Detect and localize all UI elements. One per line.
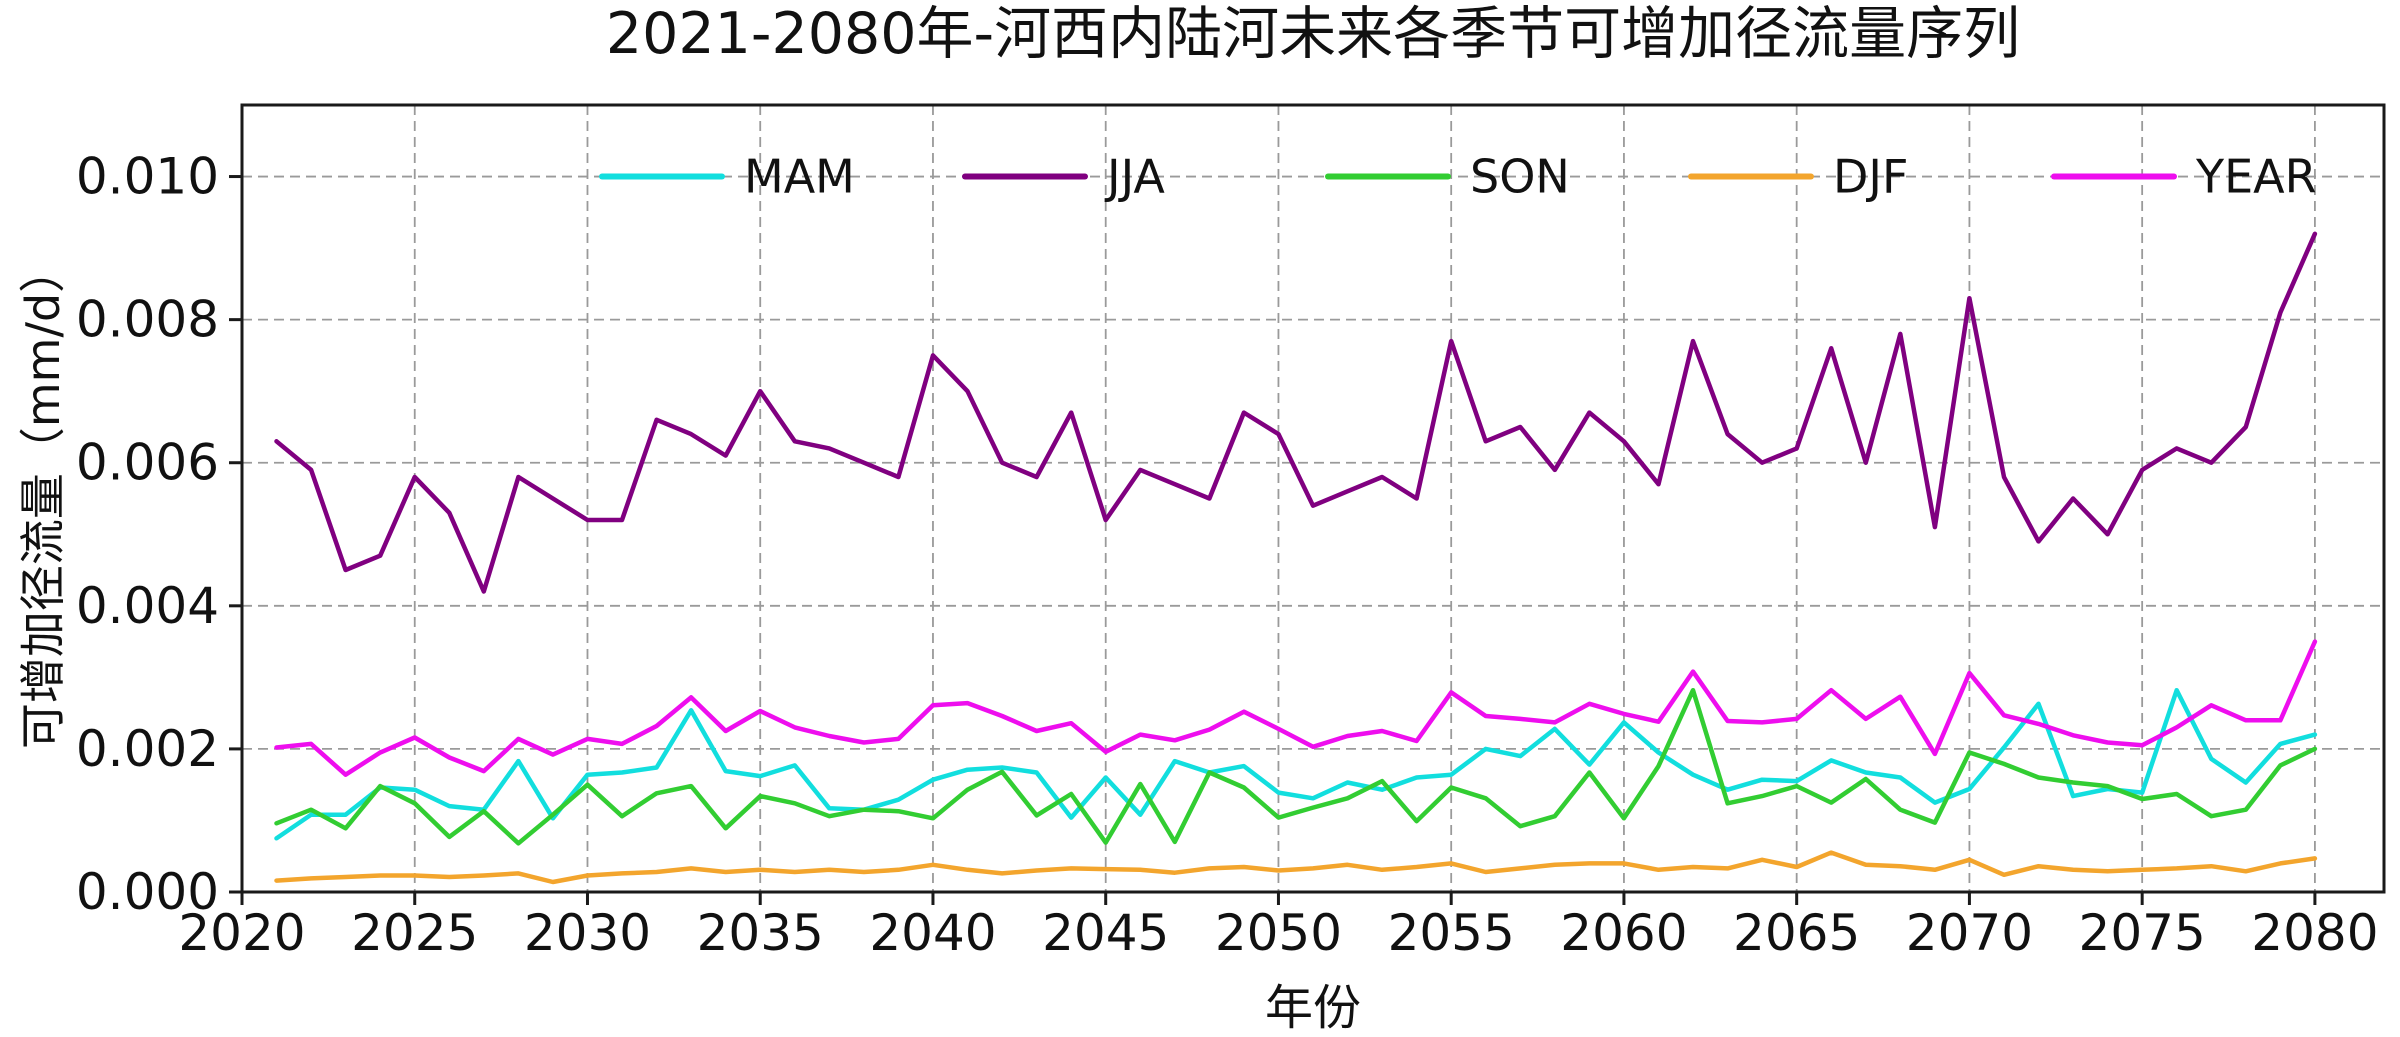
chart-title: 2021-2080年-河西内陆河未来各季节可增加径流量序列: [605, 1, 2021, 67]
x-tick-label: 2030: [524, 904, 651, 962]
axes: [229, 103, 2386, 905]
legend: MAM JJA SON DJF YEAR: [599, 150, 2317, 204]
data-series: [274, 231, 2318, 885]
y-tick-label: 0.000: [76, 863, 219, 921]
x-tick-label: 2075: [2079, 904, 2206, 962]
y-tick-label: 0.008: [76, 291, 219, 349]
x-tick-label: 2050: [1215, 904, 1342, 962]
x-tick-label: 2080: [2251, 904, 2378, 962]
legend-label-year: YEAR: [2195, 150, 2317, 204]
x-tick-label: 2045: [1042, 904, 1169, 962]
x-axis-label: 年份: [1264, 980, 1361, 1036]
y-tick-label: 0.004: [76, 577, 219, 635]
x-tick-label: 2065: [1733, 904, 1860, 962]
x-tick-label: 2020: [178, 904, 305, 962]
legend-label-jja: JJA: [1104, 150, 1165, 204]
x-tick-label: 2060: [1560, 904, 1687, 962]
series-line-year: [274, 639, 2318, 777]
legend-label-son: SON: [1470, 150, 1570, 204]
y-tick-label: 0.010: [76, 148, 219, 206]
plot-border: [240, 103, 2386, 894]
series-line-son: [274, 687, 2318, 846]
x-tick-label: 2025: [351, 904, 478, 962]
legend-label-djf: DJF: [1833, 150, 1908, 204]
y-tick-label: 0.006: [76, 434, 219, 492]
series-line-djf: [274, 850, 2318, 885]
series-line-mam: [274, 687, 2318, 841]
legend-label-mam: MAM: [744, 150, 855, 204]
x-tick-label: 2055: [1388, 904, 1515, 962]
x-tick-label: 2070: [1906, 904, 2033, 962]
tick-labels: 2020 2025 2030 2035 2040 2045 2050 2055 2060 2065…: [76, 148, 2379, 962]
y-tick-label: 0.002: [76, 720, 219, 778]
x-tick-label: 2040: [869, 904, 996, 962]
series-line-jja: [274, 231, 2318, 594]
x-tick-label: 2035: [697, 904, 824, 962]
